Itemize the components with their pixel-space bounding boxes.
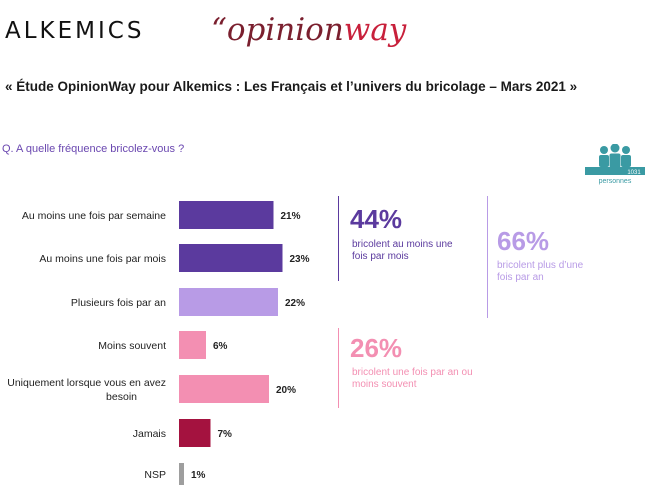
bar-3 xyxy=(179,331,206,359)
category-label-0: Au moins une fois par semaine xyxy=(22,210,166,222)
opinionway-logo-prefix: “opinion xyxy=(211,12,344,48)
summary-text-rarely: bricolent une fois par an ou moins souve… xyxy=(352,367,473,390)
summary-pct-rarely: 26% xyxy=(350,333,403,363)
base-label: personnes xyxy=(598,178,632,185)
bar-2 xyxy=(179,288,278,316)
people-icon: 1031 xyxy=(585,144,645,176)
study-title: « Étude OpinionWay pour Alkemics : Les F… xyxy=(5,79,578,94)
alkemics-logo: ALKEMICS xyxy=(5,18,145,44)
value-label-1: 23% xyxy=(290,254,310,265)
summary-text-monthly: bricolent au moins une fois par mois xyxy=(352,239,453,262)
value-label-3: 6% xyxy=(213,341,228,352)
bar-6 xyxy=(179,463,184,485)
category-label-1: Au moins une fois par mois xyxy=(39,253,166,265)
base-count: 1031 xyxy=(627,170,641,176)
divider-1 xyxy=(338,196,339,281)
value-label-2: 22% xyxy=(285,298,305,309)
bar-1 xyxy=(179,244,283,272)
bar-5 xyxy=(179,419,211,447)
category-label-5: Jamais xyxy=(133,428,166,440)
summary-text-yearly: bricolent plus d’une fois par an xyxy=(497,260,584,283)
bar-4 xyxy=(179,375,269,403)
value-label-0: 21% xyxy=(281,211,301,222)
summary-pct-monthly: 44% xyxy=(350,204,403,234)
summary-pct-yearly: 66% xyxy=(497,226,550,256)
divider-2 xyxy=(487,196,488,318)
question-text: Q. A quelle fréquence bricolez-vous ? xyxy=(2,143,185,155)
category-label-4: Uniquement lorsque vous en avez besoin xyxy=(7,377,166,403)
opinionway-logo: “opinionway xyxy=(211,12,406,48)
value-label-5: 7% xyxy=(218,429,233,440)
category-label-3: Moins souvent xyxy=(98,340,166,352)
value-label-6: 1% xyxy=(191,470,206,481)
bars-group: 21% Au moins une fois par semaine 23% Au mo… xyxy=(7,201,310,485)
category-label-2: Plusieurs fois par an xyxy=(71,297,166,309)
divider-3 xyxy=(338,328,339,408)
category-label-6: NSP xyxy=(144,469,166,481)
value-label-4: 20% xyxy=(276,385,296,396)
opinionway-logo-suffix: way xyxy=(343,12,407,48)
bar-0 xyxy=(179,201,274,229)
